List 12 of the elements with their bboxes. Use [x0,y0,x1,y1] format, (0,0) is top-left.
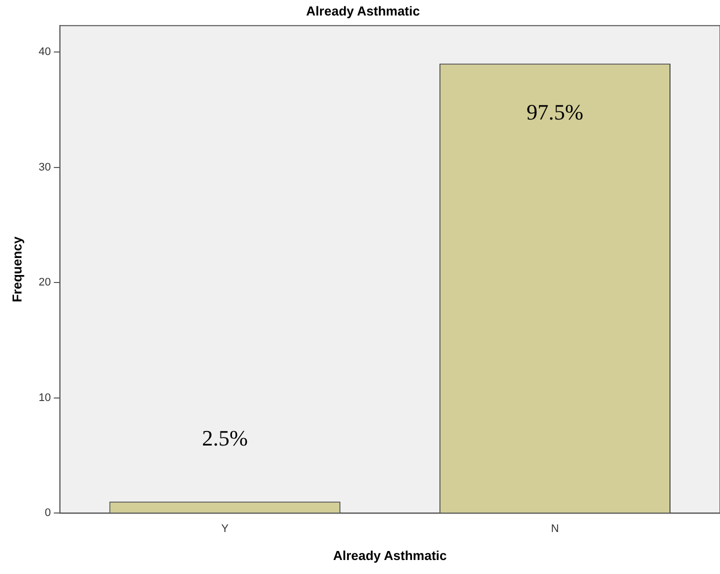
chart-title: Already Asthmatic [306,3,420,18]
x-axis-title: Already Asthmatic [333,548,447,563]
x-tick-label: N [550,522,559,535]
y-tick-label: 20 [38,276,51,289]
annotation: 97.5% [526,99,584,124]
y-tick-label: 0 [44,507,51,520]
y-tick-label: 30 [38,161,51,174]
annotation: 2.5% [202,425,248,450]
x-tick-label: Y [221,522,230,535]
y-tick-label: 40 [38,46,51,58]
y-tick-label: 10 [38,392,51,404]
y-axis-title: Frequency [9,236,24,302]
